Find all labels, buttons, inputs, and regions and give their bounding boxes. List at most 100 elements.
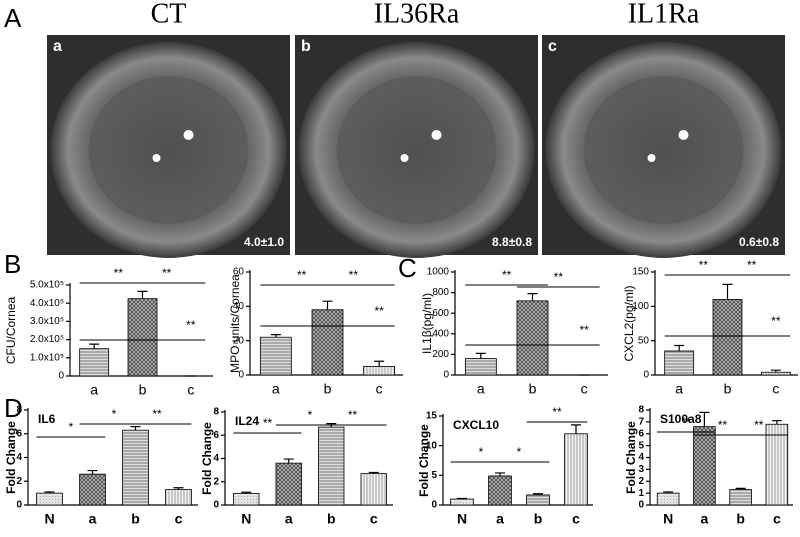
chart-title: CXCL10 bbox=[453, 418, 499, 432]
x-tick-label: a bbox=[285, 511, 293, 527]
bar bbox=[664, 350, 695, 376]
error-bar bbox=[368, 471, 379, 474]
y-tick-label: 4 bbox=[638, 452, 644, 463]
y-tick-label: 150 bbox=[632, 267, 649, 278]
significance: ** bbox=[552, 405, 562, 419]
bar bbox=[127, 298, 158, 377]
y-tick-label: 8 bbox=[16, 405, 22, 416]
x-tick-label: b bbox=[736, 511, 745, 527]
significance: ** bbox=[263, 416, 273, 430]
y-tick-label: 2 bbox=[213, 476, 219, 487]
error-bar bbox=[735, 487, 746, 490]
x-tick-label: a bbox=[675, 381, 683, 397]
reflection bbox=[431, 130, 442, 140]
y-axis-title: CXCL2(pg/ml) bbox=[622, 285, 636, 361]
x-tick-label: b bbox=[131, 511, 140, 527]
y-tick-label: 600 bbox=[432, 308, 449, 319]
x-tick-label: a bbox=[272, 381, 280, 397]
y-tick-label: 3.0x10⁵ bbox=[30, 316, 64, 327]
y-axis-title: Fold Change bbox=[624, 421, 638, 494]
significance: ** bbox=[502, 268, 512, 282]
error-bar bbox=[87, 469, 98, 475]
x-tick-label: c bbox=[572, 511, 580, 527]
photo-score: 8.8±0.8 bbox=[492, 235, 532, 249]
y-tick-label: 400 bbox=[432, 328, 449, 339]
panel-label: A bbox=[4, 3, 22, 33]
y-tick-label: 0 bbox=[443, 370, 449, 381]
y-tick-label: 0 bbox=[238, 370, 244, 381]
x-tick-label: N bbox=[241, 511, 251, 527]
bar bbox=[360, 473, 387, 506]
error-bar bbox=[495, 472, 505, 476]
x-tick-label: b bbox=[324, 381, 332, 397]
reflection bbox=[647, 154, 656, 162]
bar bbox=[765, 423, 789, 506]
y-tick-label: 6 bbox=[16, 428, 22, 439]
reflection bbox=[400, 154, 409, 162]
x-tick-label: N bbox=[663, 511, 673, 527]
error-bar bbox=[663, 491, 674, 494]
significance: ** bbox=[374, 304, 384, 318]
significance: ** bbox=[162, 266, 172, 280]
y-tick-label: 7 bbox=[638, 417, 644, 428]
significance: * bbox=[517, 445, 522, 459]
y-tick-label: 100 bbox=[632, 301, 649, 312]
y-tick-label: 0 bbox=[643, 370, 649, 381]
error-bar bbox=[283, 458, 294, 464]
y-tick-label: 5 bbox=[638, 440, 644, 451]
error-bar bbox=[130, 426, 141, 431]
bar bbox=[275, 462, 302, 506]
error-bar bbox=[322, 300, 333, 310]
chart-title: IL6 bbox=[38, 412, 56, 426]
x-tick-label: b bbox=[724, 381, 732, 397]
y-tick-label: 1000 bbox=[427, 267, 450, 278]
pupil bbox=[336, 76, 497, 224]
chart-title: S100a8 bbox=[660, 412, 702, 426]
error-bar bbox=[533, 493, 543, 495]
y-tick-label: 200 bbox=[432, 349, 449, 360]
photo-label: a bbox=[53, 38, 62, 55]
significance: ** bbox=[186, 318, 196, 332]
bar bbox=[233, 492, 260, 506]
panel-label: B bbox=[4, 249, 21, 279]
reflection bbox=[678, 130, 689, 140]
x-tick-label: c bbox=[376, 381, 383, 397]
reflection bbox=[152, 154, 161, 162]
bar bbox=[564, 433, 588, 506]
bar bbox=[79, 473, 106, 506]
x-tick-label: c bbox=[773, 511, 781, 527]
x-tick-label: a bbox=[496, 511, 504, 527]
error-bar bbox=[674, 344, 685, 351]
bar bbox=[259, 336, 292, 376]
y-tick-label: 3 bbox=[638, 464, 644, 475]
y-tick-label: 4 bbox=[16, 452, 22, 463]
x-tick-label: a bbox=[90, 382, 98, 398]
photo-label: c bbox=[548, 38, 557, 55]
x-tick-label: c bbox=[175, 511, 183, 527]
significance: ** bbox=[747, 258, 757, 272]
significance: * bbox=[112, 407, 117, 421]
y-tick-label: 5 bbox=[431, 470, 437, 481]
y-tick-label: 20 bbox=[233, 335, 245, 346]
x-tick-label: b bbox=[139, 382, 147, 398]
bar bbox=[712, 299, 743, 376]
significance: ** bbox=[554, 270, 564, 284]
panel-label: D bbox=[4, 393, 23, 423]
significance: * bbox=[308, 408, 313, 422]
error-bar bbox=[771, 420, 782, 425]
significance: ** bbox=[682, 415, 692, 429]
y-tick-label: 1 bbox=[638, 488, 644, 499]
photo-title: IL1Ra bbox=[628, 0, 700, 29]
bar bbox=[318, 426, 345, 506]
error-bar bbox=[137, 290, 148, 299]
x-tick-label: N bbox=[457, 511, 467, 527]
significance: ** bbox=[771, 314, 781, 328]
y-tick-label: 4 bbox=[213, 453, 219, 464]
x-tick-label: a bbox=[477, 381, 485, 397]
y-tick-label: 15 bbox=[426, 411, 438, 422]
y-tick-label: 2 bbox=[16, 476, 22, 487]
panel-label: C bbox=[398, 253, 417, 283]
significance: * bbox=[479, 445, 484, 459]
chart-title: IL24 bbox=[235, 414, 259, 428]
y-tick-label: 0 bbox=[431, 500, 437, 511]
